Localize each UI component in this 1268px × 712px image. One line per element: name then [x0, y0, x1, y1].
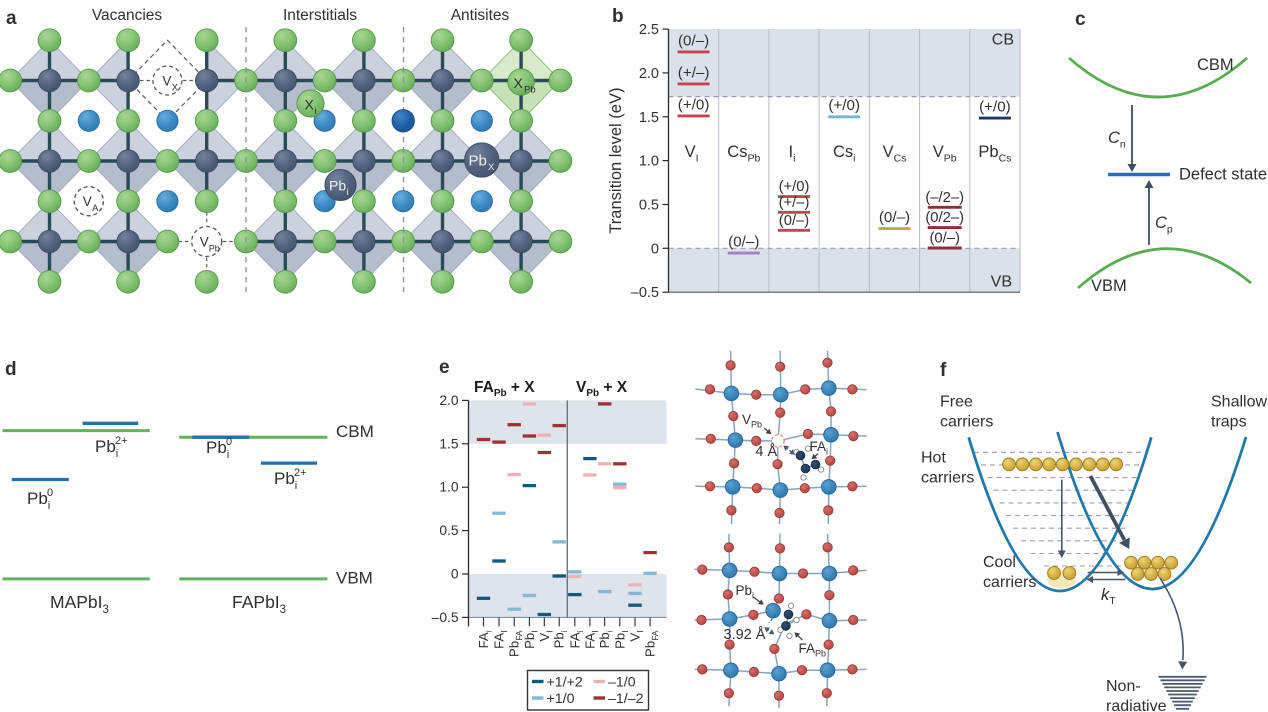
svg-text:(0/2–): (0/2–)	[925, 210, 964, 226]
svg-text:f: f	[940, 360, 947, 381]
svg-text:4 Å: 4 Å	[755, 443, 777, 460]
svg-text:FAPb + X: FAPb + X	[474, 379, 535, 399]
svg-text:X: X	[514, 75, 524, 91]
svg-text:1.0: 1.0	[439, 480, 459, 495]
svg-text:e: e	[439, 357, 450, 378]
svg-text:V: V	[200, 235, 209, 250]
svg-text:Defect state: Defect state	[1179, 166, 1267, 184]
svg-text:carriers: carriers	[983, 574, 1036, 591]
svg-text:Pb: Pb	[524, 85, 536, 96]
svg-text:1.5: 1.5	[439, 436, 459, 451]
svg-text:b: b	[612, 6, 624, 27]
svg-text:Shallow: Shallow	[1211, 394, 1267, 411]
svg-text:i: i	[315, 106, 317, 117]
svg-text:2.0: 2.0	[639, 66, 659, 82]
svg-text:i: i	[347, 187, 349, 198]
svg-text:A: A	[92, 203, 98, 213]
svg-text:Pb: Pb	[209, 244, 220, 254]
svg-text:X: X	[305, 97, 315, 113]
svg-text:VB: VB	[991, 274, 1012, 291]
svg-text:Vacancies: Vacancies	[92, 7, 163, 24]
svg-text:X: X	[172, 83, 178, 93]
svg-text:Pbi: Pbi	[552, 630, 570, 648]
svg-text:CB: CB	[992, 32, 1014, 49]
svg-text:CBM: CBM	[1197, 56, 1234, 74]
svg-text:CBM: CBM	[336, 422, 374, 441]
svg-text:a: a	[6, 8, 17, 29]
svg-text:1.0: 1.0	[639, 154, 659, 170]
svg-text:Interstitials: Interstitials	[283, 7, 357, 24]
svg-text:Hot: Hot	[921, 450, 946, 467]
svg-text:2.0: 2.0	[439, 393, 459, 408]
svg-text:Cool: Cool	[983, 554, 1016, 571]
svg-text:(+/0): (+/0)	[779, 179, 810, 195]
svg-text:(0/–): (0/–)	[779, 213, 809, 229]
svg-text:carriers: carriers	[940, 414, 993, 431]
svg-text:Pbi0: Pbi0	[27, 487, 53, 512]
svg-text:2.5: 2.5	[639, 22, 659, 38]
svg-text:V: V	[162, 74, 171, 89]
svg-text:VI: VI	[628, 630, 646, 641]
svg-text:FAi: FAi	[476, 630, 494, 648]
svg-text:Pb: Pb	[329, 178, 346, 194]
svg-text:Pbi: Pbi	[736, 583, 755, 601]
svg-text:0: 0	[651, 241, 659, 257]
svg-text:+1/+2: +1/+2	[547, 675, 583, 691]
svg-text:radiative: radiative	[1106, 698, 1167, 712]
svg-text:(0/–): (0/–)	[929, 231, 959, 247]
svg-text:Transition level (eV): Transition level (eV)	[607, 88, 625, 234]
svg-text:(+/–): (+/–)	[779, 195, 810, 211]
svg-text:V: V	[83, 194, 92, 209]
svg-text:Non-: Non-	[1106, 678, 1141, 695]
svg-text:(0/–): (0/–)	[728, 234, 759, 251]
svg-text:(+/0): (+/0)	[979, 99, 1011, 116]
svg-text:traps: traps	[1211, 414, 1247, 431]
svg-text:–1/0: –1/0	[608, 675, 636, 691]
svg-text:PbI: PbI	[612, 630, 630, 649]
svg-text:FAI: FAI	[492, 630, 510, 649]
svg-text:–0.5: –0.5	[432, 610, 459, 625]
svg-text:–0.5: –0.5	[631, 285, 659, 301]
svg-text:Antisites: Antisites	[451, 7, 510, 24]
svg-text:(+/0): (+/0)	[828, 97, 860, 114]
svg-text:–1/–2: –1/–2	[608, 691, 644, 707]
svg-text:0: 0	[451, 567, 459, 582]
svg-text:d: d	[5, 359, 17, 380]
svg-text:0.5: 0.5	[439, 523, 459, 538]
svg-text:FAi: FAi	[810, 439, 829, 457]
svg-text:FAI: FAI	[582, 630, 600, 649]
svg-text:Pbi0: Pbi0	[206, 436, 232, 461]
svg-text:VI: VI	[537, 630, 555, 641]
svg-text:3.92 Å: 3.92 Å	[724, 626, 766, 643]
svg-text:+1/0: +1/0	[547, 691, 575, 707]
svg-text:(0/–): (0/–)	[678, 32, 709, 49]
svg-text:(0/–): (0/–)	[879, 209, 910, 226]
svg-text:Csi: Csi	[833, 143, 856, 165]
svg-text:Ii: Ii	[789, 143, 796, 165]
svg-text:PbI: PbI	[522, 630, 540, 649]
svg-text:(+/0): (+/0)	[678, 96, 710, 113]
svg-text:0.5: 0.5	[639, 198, 659, 214]
svg-text:(–/2–): (–/2–)	[925, 190, 964, 206]
svg-text:X: X	[488, 162, 495, 173]
svg-text:VBM: VBM	[336, 569, 373, 588]
svg-text:Free: Free	[940, 394, 973, 411]
svg-text:c: c	[1075, 9, 1086, 30]
svg-text:carriers: carriers	[921, 470, 974, 487]
svg-text:Pb: Pb	[469, 153, 487, 170]
svg-text:VBM: VBM	[1091, 277, 1127, 295]
svg-text:VI: VI	[685, 143, 699, 165]
svg-text:1.5: 1.5	[639, 110, 659, 126]
svg-text:Pbi: Pbi	[597, 630, 615, 648]
svg-text:(+/–): (+/–)	[678, 64, 710, 81]
svg-text:FAi: FAi	[567, 630, 585, 648]
